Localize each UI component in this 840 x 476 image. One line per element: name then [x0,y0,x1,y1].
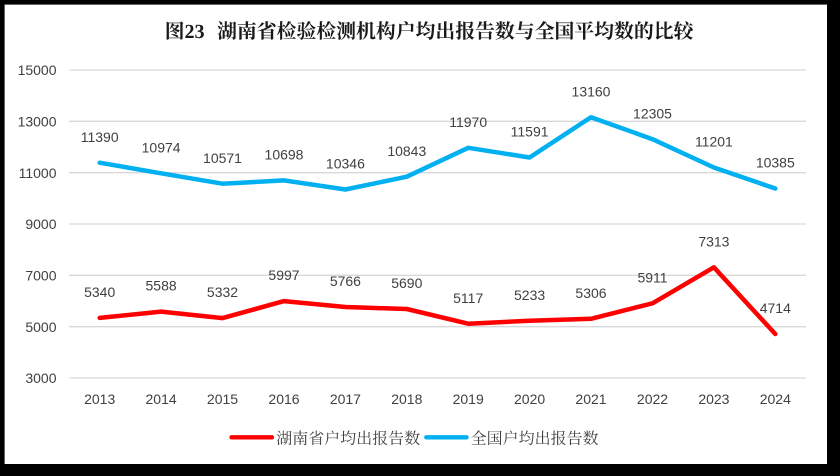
svg-text:2019: 2019 [453,391,484,407]
svg-text:11390: 11390 [81,129,119,145]
svg-text:5117: 5117 [453,290,483,306]
svg-text:2014: 2014 [146,391,177,407]
svg-text:10843: 10843 [387,143,426,159]
svg-text:5690: 5690 [391,275,422,291]
svg-text:2022: 2022 [637,391,668,407]
svg-text:11970: 11970 [449,114,487,130]
svg-text:2013: 2013 [84,391,115,407]
svg-text:5233: 5233 [514,287,545,303]
svg-text:5306: 5306 [575,285,606,301]
svg-text:5000: 5000 [25,319,56,335]
svg-text:5911: 5911 [637,269,667,285]
svg-text:7000: 7000 [25,267,56,283]
svg-text:5588: 5588 [146,278,177,294]
svg-text:10571: 10571 [203,150,242,166]
svg-text:10974: 10974 [142,139,181,155]
svg-text:2021: 2021 [575,391,606,407]
svg-text:5997: 5997 [268,267,299,283]
svg-text:2020: 2020 [514,391,545,407]
svg-text:7313: 7313 [698,233,729,249]
svg-text:2018: 2018 [391,391,422,407]
svg-text:4714: 4714 [760,300,791,316]
svg-text:2016: 2016 [268,391,299,407]
svg-text:11201: 11201 [695,134,733,150]
svg-text:2024: 2024 [760,391,791,407]
svg-text:10698: 10698 [265,147,304,163]
svg-text:13160: 13160 [572,83,611,99]
svg-text:10385: 10385 [756,155,795,171]
svg-text:9000: 9000 [25,216,56,232]
svg-text:5340: 5340 [84,284,115,300]
svg-text:11000: 11000 [19,165,57,181]
svg-text:13000: 13000 [18,113,57,129]
svg-text:2023: 2023 [698,391,729,407]
svg-text:2015: 2015 [207,391,238,407]
svg-text:5766: 5766 [330,273,361,289]
svg-text:10346: 10346 [326,156,365,172]
svg-text:11591: 11591 [511,124,549,140]
svg-text:3000: 3000 [25,370,56,386]
svg-text:12305: 12305 [633,105,672,121]
svg-text:5332: 5332 [207,284,238,300]
svg-text:15000: 15000 [18,62,57,78]
svg-text:2017: 2017 [330,391,361,407]
